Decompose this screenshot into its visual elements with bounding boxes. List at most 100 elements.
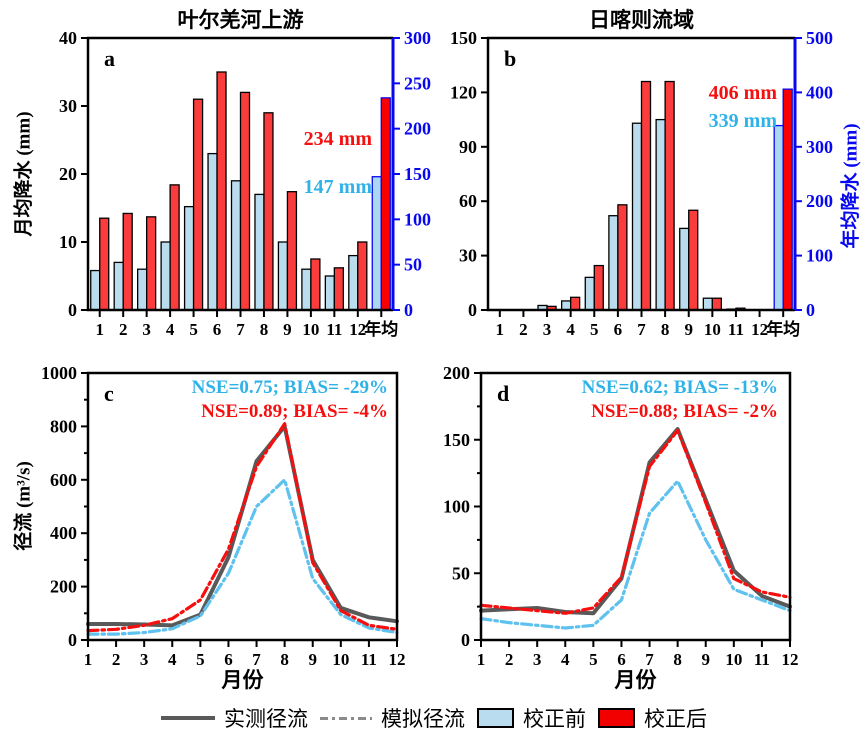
svg-text:9: 9 <box>283 320 292 339</box>
svg-text:120: 120 <box>450 82 477 102</box>
svg-text:1: 1 <box>95 320 104 339</box>
svg-text:500: 500 <box>806 28 833 48</box>
svg-text:30: 30 <box>59 96 77 116</box>
svg-text:11: 11 <box>754 650 770 669</box>
svg-text:3: 3 <box>533 650 542 669</box>
panel-d-nse-before: NSE=0.62; BIAS= -13% <box>581 377 778 398</box>
svg-text:10: 10 <box>59 232 77 252</box>
legend-item-before-correction: 校正前 <box>477 703 586 733</box>
panel-a-annotation-corrected: 234 mm <box>303 128 372 150</box>
svg-text:150: 150 <box>450 28 477 48</box>
svg-text:3: 3 <box>140 650 149 669</box>
svg-text:6: 6 <box>213 320 222 339</box>
svg-text:200: 200 <box>404 119 431 139</box>
svg-text:200: 200 <box>806 191 833 211</box>
svg-text:1: 1 <box>84 650 93 669</box>
svg-text:年均: 年均 <box>364 319 398 339</box>
svg-text:5: 5 <box>589 650 598 669</box>
panel-c-xlabel: 月份 <box>221 668 264 692</box>
svg-text:1000: 1000 <box>41 363 77 383</box>
svg-text:6: 6 <box>224 650 233 669</box>
svg-text:100: 100 <box>404 209 431 229</box>
svg-text:40: 40 <box>59 28 77 48</box>
svg-text:300: 300 <box>404 28 431 48</box>
svg-text:3: 3 <box>543 320 552 339</box>
svg-text:60: 60 <box>459 191 477 211</box>
svg-text:11: 11 <box>326 320 342 339</box>
svg-text:5: 5 <box>189 320 198 339</box>
svg-text:20: 20 <box>59 164 77 184</box>
panel-b-annotation-raw: 339 mm <box>708 110 777 132</box>
panel-a-letter: a <box>104 46 115 71</box>
panel-c-nse-before: NSE=0.75; BIAS= -29% <box>191 377 388 398</box>
legend-label-before-correction: 校正前 <box>523 707 586 731</box>
svg-text:11: 11 <box>361 650 377 669</box>
svg-text:5: 5 <box>196 650 205 669</box>
svg-text:12: 12 <box>349 320 366 339</box>
svg-text:5: 5 <box>590 320 599 339</box>
svg-text:7: 7 <box>645 650 654 669</box>
svg-text:11: 11 <box>728 320 744 339</box>
svg-text:6: 6 <box>617 650 626 669</box>
svg-text:0: 0 <box>68 300 77 320</box>
svg-text:0: 0 <box>461 630 470 650</box>
svg-text:0: 0 <box>806 300 815 320</box>
svg-text:200: 200 <box>50 577 77 597</box>
after-correction-swatch <box>598 708 635 728</box>
legend-label-observed: 实测径流 <box>224 707 308 731</box>
svg-text:30: 30 <box>459 246 477 266</box>
svg-text:9: 9 <box>684 320 693 339</box>
svg-text:90: 90 <box>459 137 477 157</box>
svg-text:10: 10 <box>704 320 721 339</box>
legend-item-observed: 实测径流 <box>161 703 308 733</box>
panel-c-ylabel: 径流 (m³/s) <box>13 461 35 551</box>
svg-text:12: 12 <box>782 650 799 669</box>
svg-text:0: 0 <box>468 300 477 320</box>
svg-text:12: 12 <box>751 320 768 339</box>
svg-text:2: 2 <box>519 320 528 339</box>
svg-text:8: 8 <box>260 320 269 339</box>
panel-a-annotation-raw: 147 mm <box>303 176 372 198</box>
panel-b-title: 日喀则流域 <box>589 8 694 32</box>
svg-text:0: 0 <box>68 630 77 650</box>
legend-item-simulated: 模拟径流 <box>320 703 465 733</box>
legend-label-simulated: 模拟径流 <box>381 707 465 731</box>
legend-label-after-correction: 校正后 <box>644 707 707 731</box>
panel-b-annotation-corrected: 406 mm <box>708 82 777 104</box>
panel-b-letter: b <box>504 46 517 71</box>
svg-text:800: 800 <box>50 416 77 436</box>
svg-text:200: 200 <box>443 363 470 383</box>
svg-text:250: 250 <box>404 73 431 93</box>
panel-d-nse-after: NSE=0.88; BIAS= -2% <box>591 401 778 422</box>
svg-text:7: 7 <box>637 320 646 339</box>
panel-c-letter: c <box>104 381 114 406</box>
svg-text:10: 10 <box>302 320 319 339</box>
svg-text:年均: 年均 <box>766 319 800 339</box>
svg-text:0: 0 <box>404 300 413 320</box>
legend: 实测径流 模拟径流 校正前 校正后 <box>0 703 868 733</box>
svg-text:10: 10 <box>332 650 349 669</box>
svg-text:150: 150 <box>404 164 431 184</box>
svg-text:400: 400 <box>806 82 833 102</box>
svg-text:3: 3 <box>142 320 151 339</box>
svg-text:9: 9 <box>308 650 317 669</box>
svg-text:2: 2 <box>505 650 514 669</box>
svg-text:300: 300 <box>806 137 833 157</box>
svg-text:4: 4 <box>168 650 177 669</box>
observed-line-swatch <box>161 716 215 720</box>
before-correction-swatch <box>477 708 514 728</box>
svg-text:1: 1 <box>496 320 505 339</box>
panel-a-ylabel: 月均降水 (mm) <box>13 111 35 237</box>
svg-text:150: 150 <box>443 430 470 450</box>
svg-text:400: 400 <box>50 523 77 543</box>
svg-text:1: 1 <box>477 650 486 669</box>
svg-text:4: 4 <box>561 650 570 669</box>
svg-text:50: 50 <box>404 255 422 275</box>
svg-text:8: 8 <box>673 650 682 669</box>
svg-text:7: 7 <box>236 320 245 339</box>
panel-a-title: 叶尔羌河上游 <box>177 8 304 32</box>
svg-text:10: 10 <box>725 650 742 669</box>
svg-text:2: 2 <box>119 320 128 339</box>
simulated-line-swatch <box>320 716 372 720</box>
